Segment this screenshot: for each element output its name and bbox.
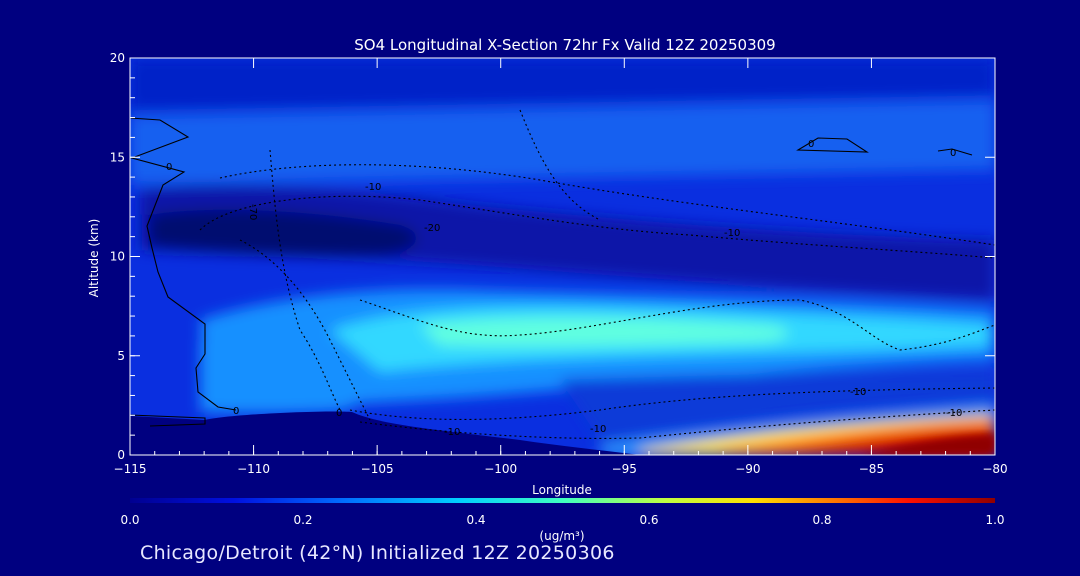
x-axis-label: Longitude — [532, 483, 592, 497]
y-tick-label: 5 — [117, 349, 125, 363]
colorbar-ticks: 0.0 0.2 0.4 0.6 0.8 1.0 — [120, 513, 1004, 527]
contour-label: 0 — [950, 148, 956, 159]
upper-mid-band — [130, 100, 995, 185]
x-tick-label: −90 — [735, 462, 760, 476]
contour-label: 0 — [808, 139, 814, 150]
zero-contour-left — [130, 117, 237, 411]
contour-label: 0 — [166, 162, 172, 173]
y-tick-label: 10 — [110, 250, 125, 264]
colorbar-tick-label: 0.6 — [639, 513, 658, 527]
x-tick-label: −115 — [114, 462, 147, 476]
footer-caption: Chicago/Detroit (42°N) Initialized 12Z 2… — [140, 542, 615, 564]
colorbar — [130, 498, 995, 503]
surface-plume-darkred — [860, 434, 995, 455]
contour-label: -10 — [850, 387, 866, 398]
zero-contour-upper-right-1 — [796, 137, 869, 153]
colorbar-tick-label: 0.8 — [812, 513, 831, 527]
contour-label: -10 — [444, 427, 460, 438]
upper-band — [130, 58, 995, 110]
contour-label: 0 — [336, 408, 342, 419]
axis-ticks: −115 −110 −105 −100 −95 −90 −85 −80 0 5 10 15 20 — [110, 51, 1008, 476]
lower-left-region — [200, 336, 364, 414]
y-tick-label: 0 — [117, 448, 125, 462]
x-tick-label: −105 — [361, 462, 394, 476]
contour-label: -70 — [247, 204, 258, 220]
zero-contour-upper-right-2 — [937, 148, 973, 156]
plot-area: 0 0 0 0 0 -10 -10 -20 -10 -10 -10 -10 -7… — [130, 58, 995, 455]
colorbar-tick-label: 1.0 — [985, 513, 1004, 527]
terrain-mask — [130, 411, 640, 455]
y-tick-label: 15 — [110, 150, 125, 164]
colorbar-tick-label: 0.4 — [466, 513, 485, 527]
contour-label: -10 — [365, 182, 381, 193]
colorbar-tick-label: 0.0 — [120, 513, 139, 527]
contour-label: 0 — [233, 406, 239, 417]
lower-blue-band — [560, 370, 995, 440]
contour-label: -10 — [724, 228, 740, 239]
x-tick-label: −95 — [612, 462, 637, 476]
contour-label: -20 — [424, 223, 440, 234]
upper-min-core — [150, 209, 418, 256]
upper-min-region — [140, 185, 995, 300]
zero-contour-bottom-left — [130, 414, 206, 427]
x-tick-label: −85 — [859, 462, 884, 476]
x-tick-label: −110 — [237, 462, 270, 476]
mid-plume-core — [420, 317, 789, 347]
contour-labels: 0 0 0 0 0 -10 -10 -20 -10 -10 -10 -10 -7… — [166, 139, 962, 438]
y-axis-label: Altitude (km) — [87, 219, 101, 298]
colorbar-tick-label: 0.2 — [293, 513, 312, 527]
contour-label: -10 — [946, 408, 962, 419]
colorbar-label: (ug/m³) — [539, 529, 584, 543]
x-tick-label: −100 — [484, 462, 517, 476]
chart-title: SO4 Longitudinal X-Section 72hr Fx Valid… — [354, 36, 775, 54]
contour-lines — [130, 109, 995, 439]
y-tick-label: 20 — [110, 51, 125, 65]
x-tick-label: −80 — [982, 462, 1007, 476]
contour-label: -10 — [590, 424, 606, 435]
